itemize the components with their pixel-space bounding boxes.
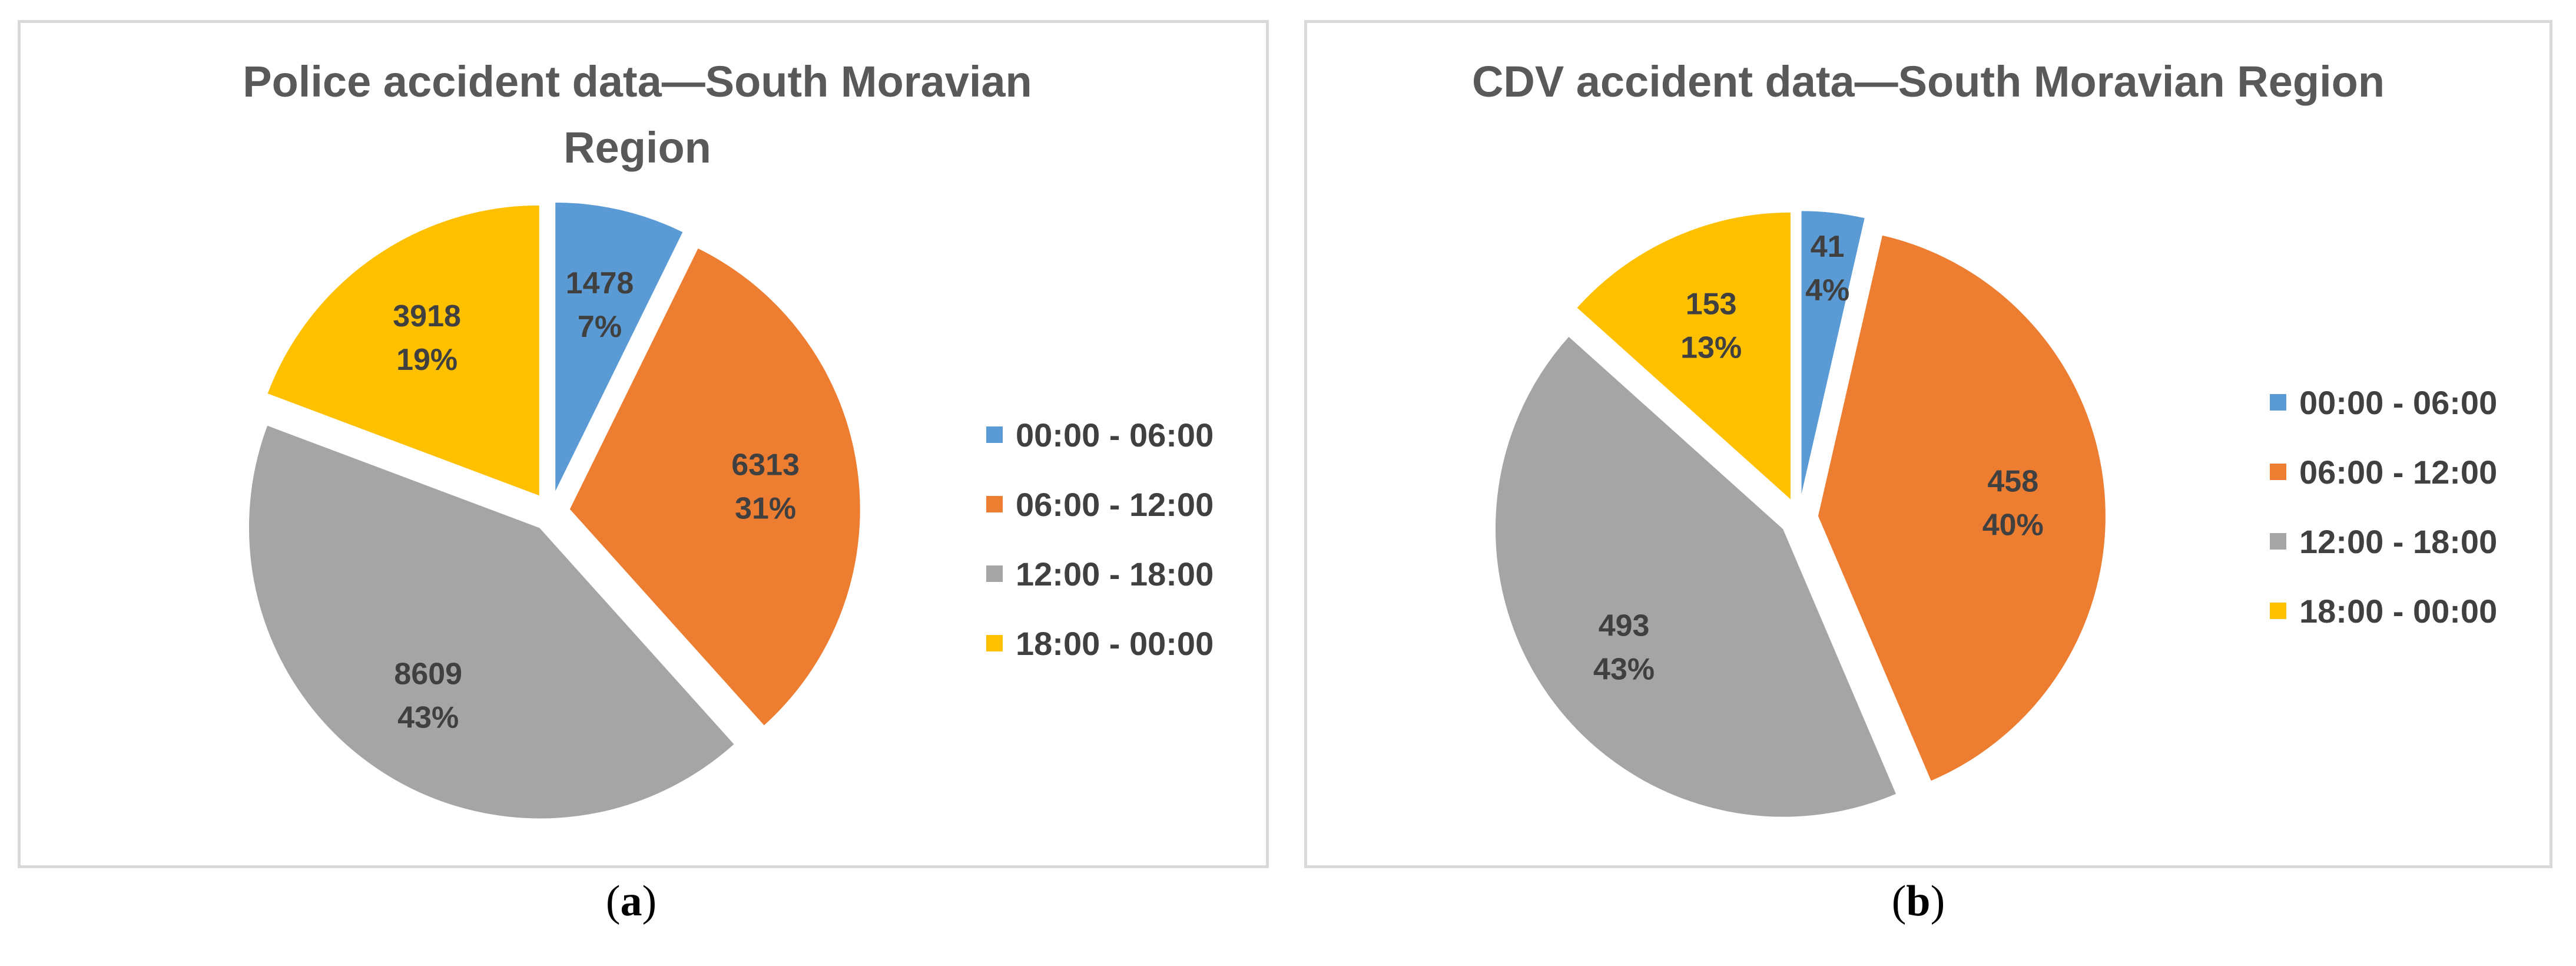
caption-letter: b: [1906, 877, 1931, 925]
slice-value-label: 6313: [731, 448, 800, 482]
chart-panel-cdv: CDV accident data—South Moravian Region …: [1304, 20, 2552, 868]
legend-swatch: [986, 496, 1003, 512]
pie-slice-06-12: [568, 247, 861, 727]
chart-title: Police accident data—South Moravian Regi…: [243, 57, 1032, 172]
legend-label: 12:00 - 18:00: [1016, 555, 1214, 593]
pie-slice-00-06: [1800, 210, 1866, 499]
legend-item: 12:00 - 18:00: [986, 539, 1214, 608]
slice-percent-label: 40%: [1982, 508, 2044, 542]
figure-caption-a: (a): [572, 876, 690, 927]
legend: 00:00 - 06:00 06:00 - 12:00 12:00 - 18:0…: [2270, 368, 2497, 646]
caption-close-paren: ): [1930, 877, 1945, 925]
slice-value-label: 153: [1686, 287, 1737, 322]
chart-title: CDV accident data—South Moravian Region: [1471, 57, 2385, 106]
legend-swatch: [986, 426, 1003, 443]
pie-slice-06-12: [1816, 234, 2107, 783]
slice-percent-label: 43%: [1593, 653, 1655, 687]
caption-close-paren: ): [642, 877, 657, 925]
slice-value-label: 493: [1599, 609, 1650, 643]
legend-item: 18:00 - 00:00: [986, 608, 1214, 678]
legend-item: 06:00 - 12:00: [986, 469, 1214, 539]
caption-open-paren: (: [1891, 877, 1907, 925]
legend-label: 06:00 - 12:00: [2299, 453, 2498, 491]
slice-value-label: 3918: [393, 299, 461, 333]
caption-letter: a: [620, 877, 642, 925]
pie-slice-18-00: [1575, 211, 1792, 502]
pie-slice-00-06: [554, 201, 685, 494]
legend-item: 00:00 - 06:00: [2270, 368, 2497, 437]
slice-percent-label: 31%: [735, 491, 796, 525]
legend-swatch: [986, 565, 1003, 582]
legend-item: 00:00 - 06:00: [986, 400, 1214, 469]
slice-value-label: 458: [1987, 464, 2038, 498]
figure-caption-b: (b): [1859, 876, 1977, 927]
slice-value-label: 41: [1811, 230, 1845, 264]
legend: 00:00 - 06:00 06:00 - 12:00 12:00 - 18:0…: [986, 400, 1214, 678]
pie-slice-12-18: [1494, 335, 1898, 818]
pie-slice-12-18: [247, 424, 736, 820]
legend-label: 00:00 - 06:00: [1016, 416, 1214, 454]
slice-percent-label: 19%: [396, 343, 457, 377]
chart-panel-police: Police accident data—South Moravian Regi…: [18, 20, 1269, 868]
slice-value-label: 8609: [394, 657, 462, 691]
legend-swatch: [2270, 603, 2286, 619]
legend-label: 18:00 - 00:00: [2299, 592, 2498, 630]
legend-swatch: [2270, 394, 2286, 411]
slice-value-label: 1478: [566, 266, 634, 300]
slice-percent-label: 43%: [397, 700, 459, 735]
legend-swatch: [986, 635, 1003, 651]
legend-item: 18:00 - 00:00: [2270, 576, 2497, 646]
legend-label: 00:00 - 06:00: [2299, 383, 2498, 421]
legend-label: 18:00 - 00:00: [1016, 624, 1214, 662]
slice-percent-label: 7%: [578, 310, 622, 344]
legend-item: 12:00 - 18:00: [2270, 507, 2497, 576]
pie-chart-cdv: 41 4% 458 40% 493 43% 153 13%: [1494, 210, 2107, 818]
slice-percent-label: 13%: [1680, 331, 1742, 365]
legend-label: 12:00 - 18:00: [2299, 522, 2498, 560]
slice-percent-label: 4%: [1805, 273, 1849, 307]
pie-chart-police: 1478 7% 6313 31% 8609 43% 3918 19%: [247, 201, 861, 820]
legend-label: 06:00 - 12:00: [1016, 485, 1214, 523]
legend-swatch: [2270, 533, 2286, 550]
pie-slice-18-00: [266, 204, 541, 498]
legend-swatch: [2270, 464, 2286, 480]
legend-item: 06:00 - 12:00: [2270, 437, 2497, 507]
caption-open-paren: (: [605, 877, 621, 925]
